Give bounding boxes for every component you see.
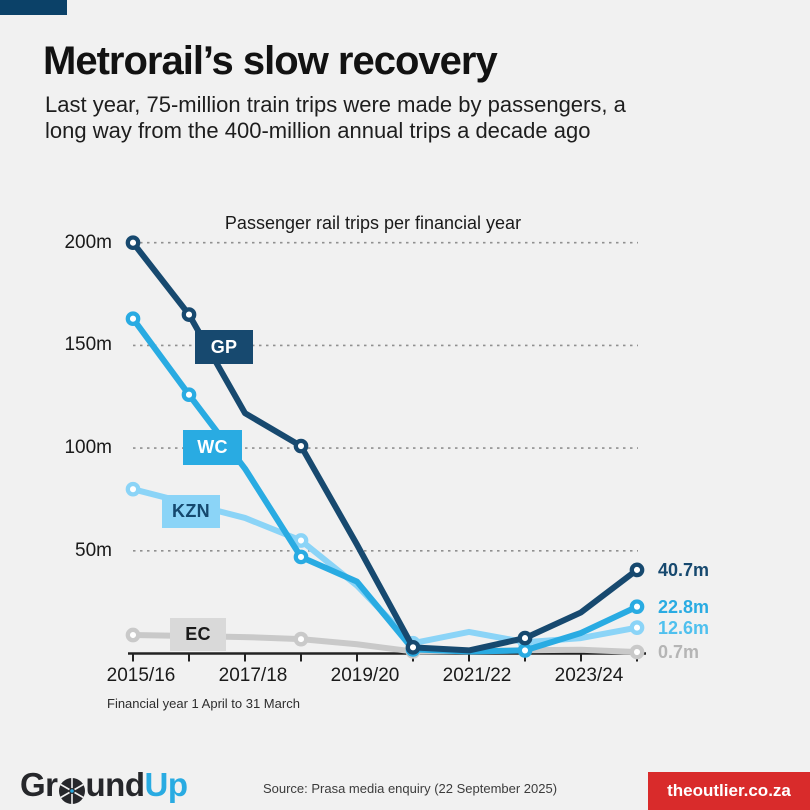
logo-text-up: Up [144,766,189,803]
groundup-logo: Gr und Up [20,766,188,804]
marker-EC-2018/19 [293,631,309,647]
marker-WC-2018/19 [293,549,309,565]
outlet-url[interactable]: theoutlier.co.za [667,781,791,800]
marker-KZN-2024/25 [629,620,645,635]
end-value-EC: 0.7m [658,642,700,663]
page-subtitle: Last year, 75-million train trips were m… [45,92,745,143]
logo-text-gr: Gr [20,766,58,803]
end-value-KZN: 12.6m [658,617,710,638]
marker-GP-2020/21 [405,639,421,655]
y-axis-label-150m: 150m [64,334,112,356]
marker-GP-2016/17 [181,307,197,322]
page-title: Metrorail’s slow recovery [43,39,498,83]
x-axis-label-2019/20: 2019/20 [330,665,400,686]
subtitle-line-2: long way from the 400-million annual tri… [45,117,591,143]
x-axis-label-2015/16: 2015/16 [106,665,176,686]
end-value-WC: 22.8m [658,596,710,617]
marker-WC-2015/16 [125,311,141,327]
x-axis-label-2021/22: 2021/22 [442,665,512,686]
subtitle-line-1: Last year, 75-million train trips were m… [45,92,626,117]
y-axis-label-100m: 100m [64,437,112,459]
corner-accent-block [0,0,67,15]
end-value-GP: 40.7m [658,559,710,580]
series-label-WC: WC [183,430,242,465]
x-axis-note: Financial year 1 April to 31 March [107,696,300,711]
marker-WC-2022/23 [517,643,533,658]
source-credit: Source: Prasa media enquiry (22 Septembe… [262,781,558,796]
marker-GP-2024/25 [629,562,645,578]
marker-EC-2015/16 [125,627,141,643]
y-axis-label-50m: 50m [75,539,112,561]
marker-WC-2016/17 [181,387,197,403]
logo-text-und: und [85,766,145,803]
marker-WC-2024/25 [629,599,645,615]
marker-EC-2024/25 [629,644,645,660]
series-label-EC: EC [170,618,226,651]
series-label-GP: GP [195,330,253,364]
outlet-badge[interactable]: theoutlier.co.za [648,772,810,810]
marker-GP-2015/16 [125,235,141,251]
marker-GP-2018/19 [293,438,309,454]
x-axis-label-2017/18: 2017/18 [218,665,288,686]
marker-KZN-2015/16 [125,481,141,497]
series-label-KZN: KZN [162,495,220,528]
aperture-icon [58,774,85,804]
marker-KZN-2018/19 [293,533,309,548]
chart-title: Passenger rail trips per financial year [224,213,522,233]
x-axis-label-2023/24: 2023/24 [554,665,624,686]
marker-GP-2022/23 [517,630,533,646]
y-axis-label-200m: 200m [64,231,112,253]
